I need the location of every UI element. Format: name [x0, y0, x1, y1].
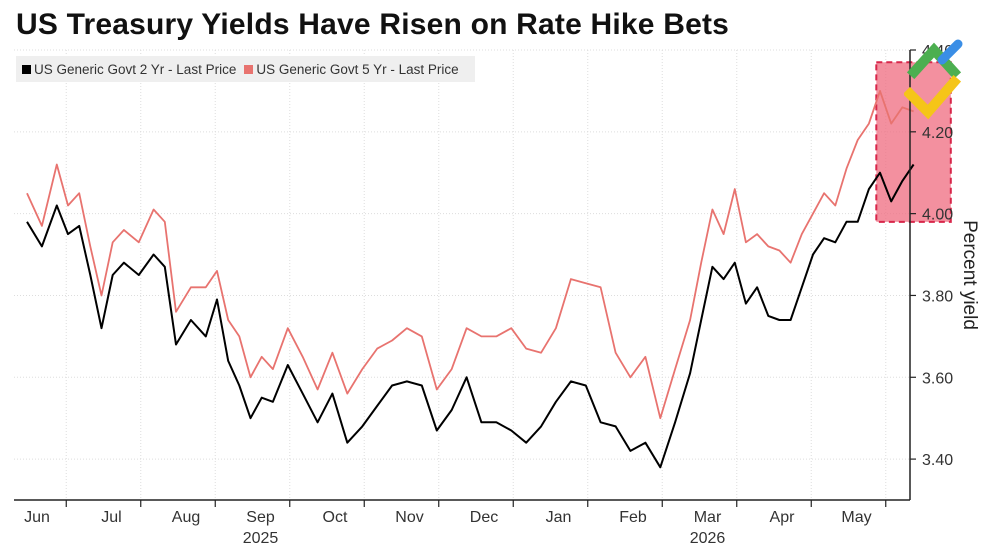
series-line-5yr — [26, 90, 914, 420]
x-tick-label: Apr — [770, 509, 796, 526]
legend-label-5yr: US Generic Govt 5 Yr - Last Price — [256, 61, 459, 77]
legend-item-5yr: US Generic Govt 5 Yr - Last Price — [244, 61, 459, 77]
y-axis-label: Percent yield — [959, 220, 980, 330]
y-tick-label: 3.80 — [922, 288, 953, 305]
chart-title: US Treasury Yields Have Risen on Rate Hi… — [16, 8, 730, 41]
x-tick-label: Jan — [546, 509, 572, 526]
brand-logo-icon — [904, 39, 963, 120]
legend: US Generic Govt 2 Yr - Last Price US Gen… — [16, 56, 475, 82]
x-tick-label: Nov — [395, 509, 423, 526]
x-tick-label: Jul — [101, 509, 121, 526]
y-tick-label: 3.40 — [922, 452, 953, 469]
x-tick-label: Aug — [172, 509, 200, 526]
series-line-2yr — [26, 163, 915, 469]
y-tick-label: 3.60 — [922, 370, 953, 387]
x-tick-label: Dec — [470, 509, 498, 526]
x-tick-label: Oct — [323, 509, 348, 526]
x-tick-label: Mar — [694, 509, 722, 526]
legend-item-2yr: US Generic Govt 2 Yr - Last Price — [22, 62, 236, 77]
x-tick-label: May — [841, 509, 871, 526]
y-tick-label: 4.00 — [922, 207, 953, 224]
year-label: 2026 — [690, 530, 726, 545]
grid — [14, 49, 910, 500]
legend-swatch-2yr — [22, 64, 31, 74]
y-tick-label: 4.20 — [922, 125, 953, 142]
axes — [14, 49, 916, 507]
x-tick-label: Feb — [619, 509, 647, 526]
plot-area — [14, 50, 910, 500]
x-tick-label: Jun — [24, 509, 50, 526]
series-group — [26, 90, 915, 469]
legend-swatch-5yr — [244, 64, 254, 74]
year-label: 2025 — [243, 530, 279, 545]
legend-label-2yr: US Generic Govt 2 Yr - Last Price — [34, 61, 237, 77]
x-tick-label: Sep — [246, 509, 275, 526]
